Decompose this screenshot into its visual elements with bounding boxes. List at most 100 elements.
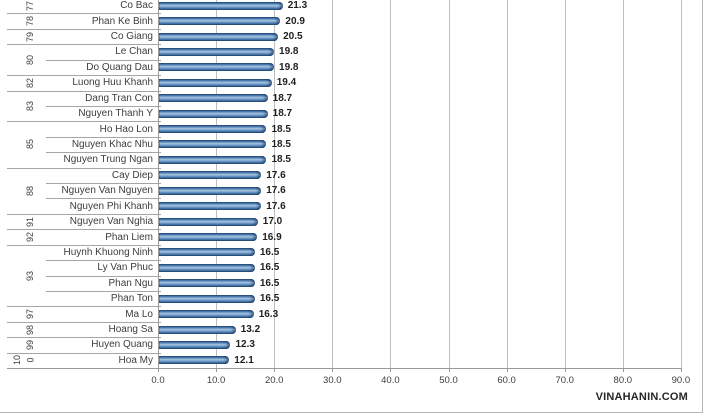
bar: [159, 294, 255, 303]
rank-label-text: 10: [12, 355, 23, 366]
value-label: 16.5: [259, 246, 280, 258]
category-label: Ma Lo: [125, 308, 153, 320]
chart-border-bottom: [0, 412, 703, 413]
value-label: 18.7: [272, 108, 293, 120]
category-label: Co Giang: [110, 31, 153, 43]
rank-label: 97: [24, 306, 37, 321]
rank-group-separator: [7, 229, 161, 230]
value-label: 21.3: [287, 0, 308, 12]
rank-label-text: 93: [25, 270, 36, 281]
bar: [159, 310, 254, 319]
rank-label: 78: [24, 13, 37, 28]
axis-tick: [448, 368, 450, 372]
category-label: Hoa My: [118, 354, 153, 366]
bar: [159, 78, 272, 87]
vertical-gridline: [274, 0, 276, 368]
rank-label: 0: [24, 353, 37, 368]
rank-label-text: 97: [25, 309, 36, 320]
category-label: Nguyen Van Nguyen: [61, 185, 153, 197]
rank-label-text: 92: [25, 231, 36, 243]
value-label: 18.5: [271, 154, 291, 166]
rank-label: 92: [24, 229, 37, 244]
rank-label: 77: [24, 0, 37, 13]
x-axis-tick-label: 20.0: [264, 375, 284, 386]
rank-label: 99: [24, 337, 37, 352]
rank-label-text: 91: [25, 216, 36, 227]
bar: [159, 155, 267, 164]
rank-group-separator: [7, 322, 161, 323]
bar: [159, 32, 279, 41]
bar: [159, 1, 283, 10]
rank-group-separator: [7, 91, 161, 92]
value-label: 17.6: [266, 169, 286, 181]
rank-group-separator: [7, 353, 161, 354]
category-label: Do Quang Dau: [86, 61, 153, 73]
bar: [159, 171, 262, 180]
axis-tick: [680, 368, 682, 372]
category-label: Co Bac: [120, 0, 153, 12]
axis-tick: [506, 368, 508, 372]
vertical-gridline: [564, 0, 566, 368]
x-axis-tick-label: 0.0: [151, 375, 165, 386]
rank-label-text: 82: [25, 77, 36, 88]
bar: [159, 325, 236, 334]
category-axis-line: [158, 0, 159, 368]
axis-tick: [390, 368, 392, 372]
category-separator: [46, 137, 161, 138]
bar: [159, 202, 262, 211]
category-label: Huynh Khuong Ninh: [63, 246, 153, 258]
x-axis-tick-label: 60.0: [497, 375, 516, 386]
value-label: 19.8: [279, 61, 299, 73]
x-axis-tick-label: 30.0: [323, 375, 342, 386]
rank-label: 82: [24, 75, 37, 90]
rank-label-text: 78: [25, 16, 36, 27]
x-axis-tick-label: 50.0: [439, 375, 458, 386]
category-separator: [46, 291, 161, 292]
x-axis-tick-label: 10.0: [206, 375, 226, 386]
category-label: Phan Ton: [110, 293, 153, 305]
bar: [159, 263, 255, 272]
rank-label-text: 79: [25, 31, 36, 42]
category-separator: [46, 260, 161, 261]
category-label: Nguyen Van Nghia: [69, 216, 153, 228]
x-axis-tick-label: 40.0: [381, 375, 400, 386]
category-label: Phan Ngu: [108, 277, 153, 289]
value-label: 17.6: [266, 200, 286, 212]
axis-tick: [332, 368, 334, 372]
rank-group-separator: [7, 44, 161, 45]
bar: [159, 94, 268, 103]
bar: [159, 186, 262, 195]
watermark-text: VINAHANIN.COM: [595, 391, 688, 403]
rank-label: 85: [24, 121, 37, 167]
category-label: Nguyen Khac Nhu: [71, 138, 153, 150]
category-label: Dang Tran Con: [85, 92, 153, 104]
rank-label-text: 77: [25, 0, 36, 11]
category-separator: [46, 183, 161, 184]
category-label: Nguyen Trung Ngan: [63, 154, 153, 166]
vertical-gridline: [390, 0, 392, 368]
category-label: Phan Ke Binh: [91, 15, 153, 27]
rank-group-separator: [7, 337, 161, 338]
rank-label: 98: [24, 322, 37, 337]
value-axis-line: [7, 368, 682, 369]
bar: [159, 47, 275, 56]
bar: [159, 63, 275, 72]
rank-label: 88: [24, 168, 37, 214]
vertical-gridline: [448, 0, 450, 368]
value-label: 16.9: [262, 231, 282, 243]
rank-group-separator: [7, 214, 161, 215]
value-label: 19.4: [276, 77, 297, 89]
value-label: 16.5: [259, 262, 280, 274]
vertical-gridline: [506, 0, 508, 368]
rank-label-text: 83: [25, 100, 36, 111]
bar: [159, 340, 231, 349]
axis-tick: [158, 368, 159, 372]
category-label: Hoang Sa: [108, 324, 153, 336]
rank-label-text: 88: [25, 185, 36, 196]
category-label: Ly Van Phuc: [97, 262, 153, 274]
rank-label: 79: [24, 29, 37, 44]
value-label: 18.7: [272, 92, 293, 104]
category-label: Nguyen Thanh Y: [78, 108, 153, 120]
bar: [159, 248, 255, 257]
rank-label: 91: [24, 214, 37, 229]
